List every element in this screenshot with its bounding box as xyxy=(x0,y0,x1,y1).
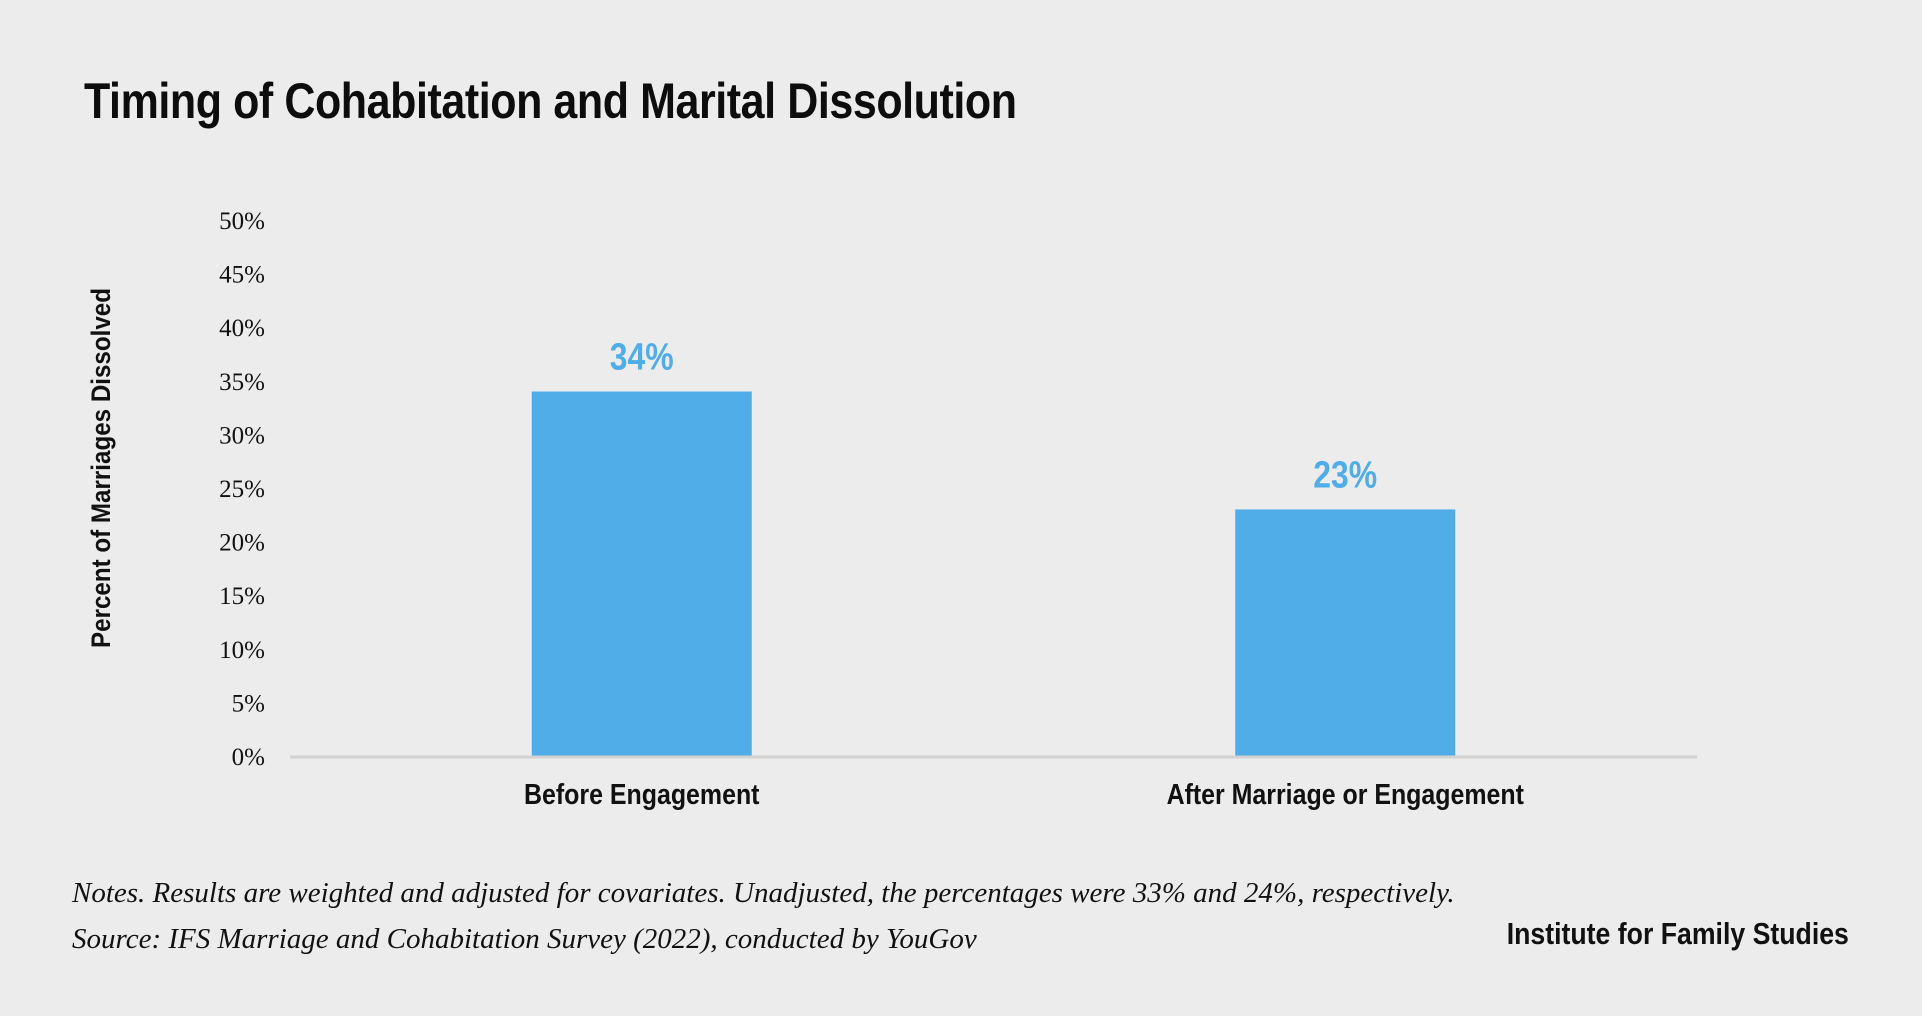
y-tick-label: 15% xyxy=(219,583,265,610)
brand-label: Institute for Family Studies xyxy=(1506,916,1849,951)
y-tick-label: 10% xyxy=(219,637,265,664)
y-tick-label: 40% xyxy=(219,315,265,342)
source-line: Source: IFS Marriage and Cohabitation Su… xyxy=(72,923,977,955)
y-tick-label: 0% xyxy=(232,744,265,771)
notes-line: Notes. Results are weighted and adjusted… xyxy=(72,877,1455,909)
y-tick-label: 5% xyxy=(232,690,265,717)
bar-value-label: 34% xyxy=(610,336,674,378)
y-tick-label: 20% xyxy=(219,530,265,557)
y-axis-label: Percent of Marriages Dissolved xyxy=(86,288,116,648)
bars: 34% 23% xyxy=(531,336,1456,756)
y-axis-ticks: 0% 5% 10% 15% 20% 25% 30% 35% 40% 45% 50% xyxy=(219,208,265,771)
y-tick-label: 30% xyxy=(219,422,265,449)
x-axis-labels: Before Engagement After Marriage or Engag… xyxy=(524,778,1524,810)
bar-value-label: 23% xyxy=(1313,454,1377,496)
bar xyxy=(1235,509,1456,756)
x-tick-label: After Marriage or Engagement xyxy=(1167,778,1524,810)
x-tick-label: Before Engagement xyxy=(524,778,759,810)
chart-title: Timing of Cohabitation and Marital Disso… xyxy=(84,73,1017,129)
y-tick-label: 25% xyxy=(219,476,265,503)
y-tick-label: 45% xyxy=(219,262,265,289)
y-tick-label: 50% xyxy=(219,208,265,235)
y-tick-label: 35% xyxy=(219,369,265,396)
bar xyxy=(531,391,752,756)
chart-notes: Notes. Results are weighted and adjusted… xyxy=(72,870,1455,962)
